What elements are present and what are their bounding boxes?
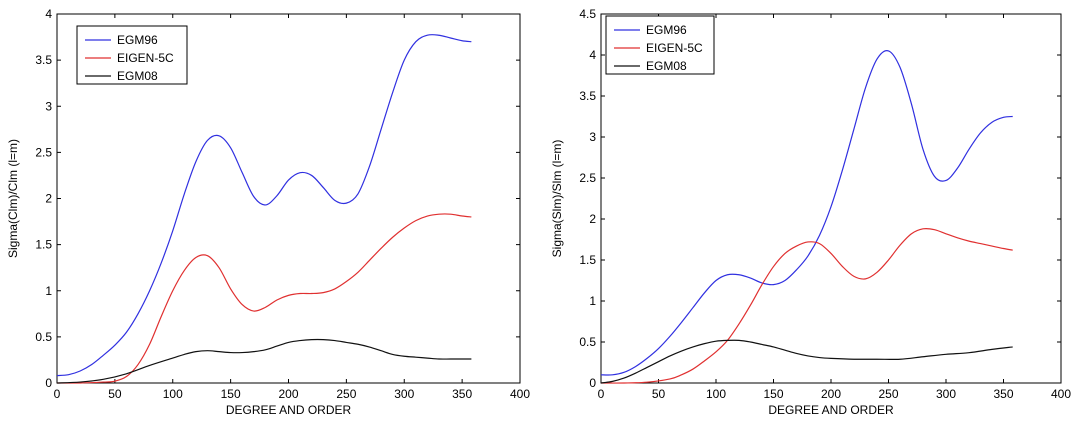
y-tick-label: 4	[589, 48, 596, 62]
series-line-egm96	[600, 50, 1013, 376]
y-tick-label: 1	[589, 294, 596, 308]
y-axis-label: Sigma(Slm)/Slm (l=m)	[550, 140, 564, 258]
x-tick-label: 100	[163, 387, 183, 401]
x-tick-label: 0	[54, 387, 61, 401]
series-line-eigen-5c	[56, 213, 472, 384]
x-tick-label: 50	[108, 387, 122, 401]
legend-label: EGM08	[646, 59, 687, 73]
legend-box	[76, 25, 188, 85]
x-axis-label: DEGREE AND ORDER	[226, 403, 352, 417]
series-line-eigen-5c	[600, 227, 1013, 384]
chart-svg-clm: 0 50 100 150 200 250 300 350 400 0 0.5 1 1.5 2 2.5 3 3.5…	[6, 7, 530, 417]
x-tick-label: 100	[706, 387, 726, 401]
y-tick-label: 0	[589, 376, 596, 390]
y-tick-label: 0.5	[579, 335, 596, 349]
y-tick-label: 0.5	[35, 330, 52, 344]
x-tick-label: 300	[936, 387, 956, 401]
chart-panel-clm: 0 50 100 150 200 250 300 350 400 0 0.5 1 1.5 2 2.5 3 3.5…	[0, 0, 541, 424]
y-tick-label: 0	[45, 376, 52, 390]
chart-svg-slm: 0 50 100 150 200 250 300 350 400 0 0.5 1 1.5 2 2.5 3 3.5…	[550, 7, 1071, 417]
legend-box	[605, 15, 715, 75]
y-tick-label: 3	[45, 99, 52, 113]
x-tick-label: 300	[394, 387, 414, 401]
y-tick-label: 2	[589, 212, 596, 226]
x-tick-label: 0	[598, 387, 605, 401]
legend-label: EGM08	[117, 69, 158, 83]
x-tick-label: 200	[821, 387, 841, 401]
y-tick-label: 3	[589, 130, 596, 144]
x-tick-label: 200	[278, 387, 298, 401]
x-tick-label: 400	[510, 387, 530, 401]
y-axis-label: Sigma(Clm)/Clm (l=m)	[6, 139, 20, 258]
x-tick-label: 150	[221, 387, 241, 401]
x-tick-label: 350	[452, 387, 472, 401]
legend-label: EIGEN-5C	[117, 51, 174, 65]
y-tick-label: 3.5	[579, 89, 596, 103]
legend: EGM96 EIGEN-5C EGM08	[76, 25, 188, 85]
x-tick-label: 400	[1051, 387, 1071, 401]
y-tick-label: 4.5	[579, 7, 596, 21]
legend: EGM96 EIGEN-5C EGM08	[605, 15, 715, 75]
x-tick-label: 350	[993, 387, 1013, 401]
x-axis-label: DEGREE AND ORDER	[768, 403, 894, 417]
y-tick-label: 1	[45, 284, 52, 298]
plot-area	[600, 13, 1062, 384]
series-line-egm96	[56, 34, 472, 377]
y-tick-label: 2	[45, 192, 52, 206]
y-tick-label: 1.5	[579, 253, 596, 267]
y-tick-label: 4	[45, 7, 52, 21]
y-tick-label: 2.5	[35, 145, 52, 159]
legend-label: EGM96	[117, 33, 158, 47]
legend-label: EGM96	[646, 23, 687, 37]
series-line-egm08	[600, 339, 1013, 384]
y-tick-label: 2.5	[579, 171, 596, 185]
legend-label: EIGEN-5C	[646, 41, 703, 55]
x-tick-label: 50	[652, 387, 666, 401]
x-tick-label: 250	[878, 387, 898, 401]
series-line-egm08	[56, 338, 472, 384]
x-tick-label: 250	[336, 387, 356, 401]
chart-panel-slm: 0 50 100 150 200 250 300 350 400 0 0.5 1 1.5 2 2.5 3 3.5…	[541, 0, 1082, 424]
y-tick-label: 3.5	[35, 53, 52, 67]
x-tick-label: 150	[763, 387, 783, 401]
y-tick-label: 1.5	[35, 238, 52, 252]
